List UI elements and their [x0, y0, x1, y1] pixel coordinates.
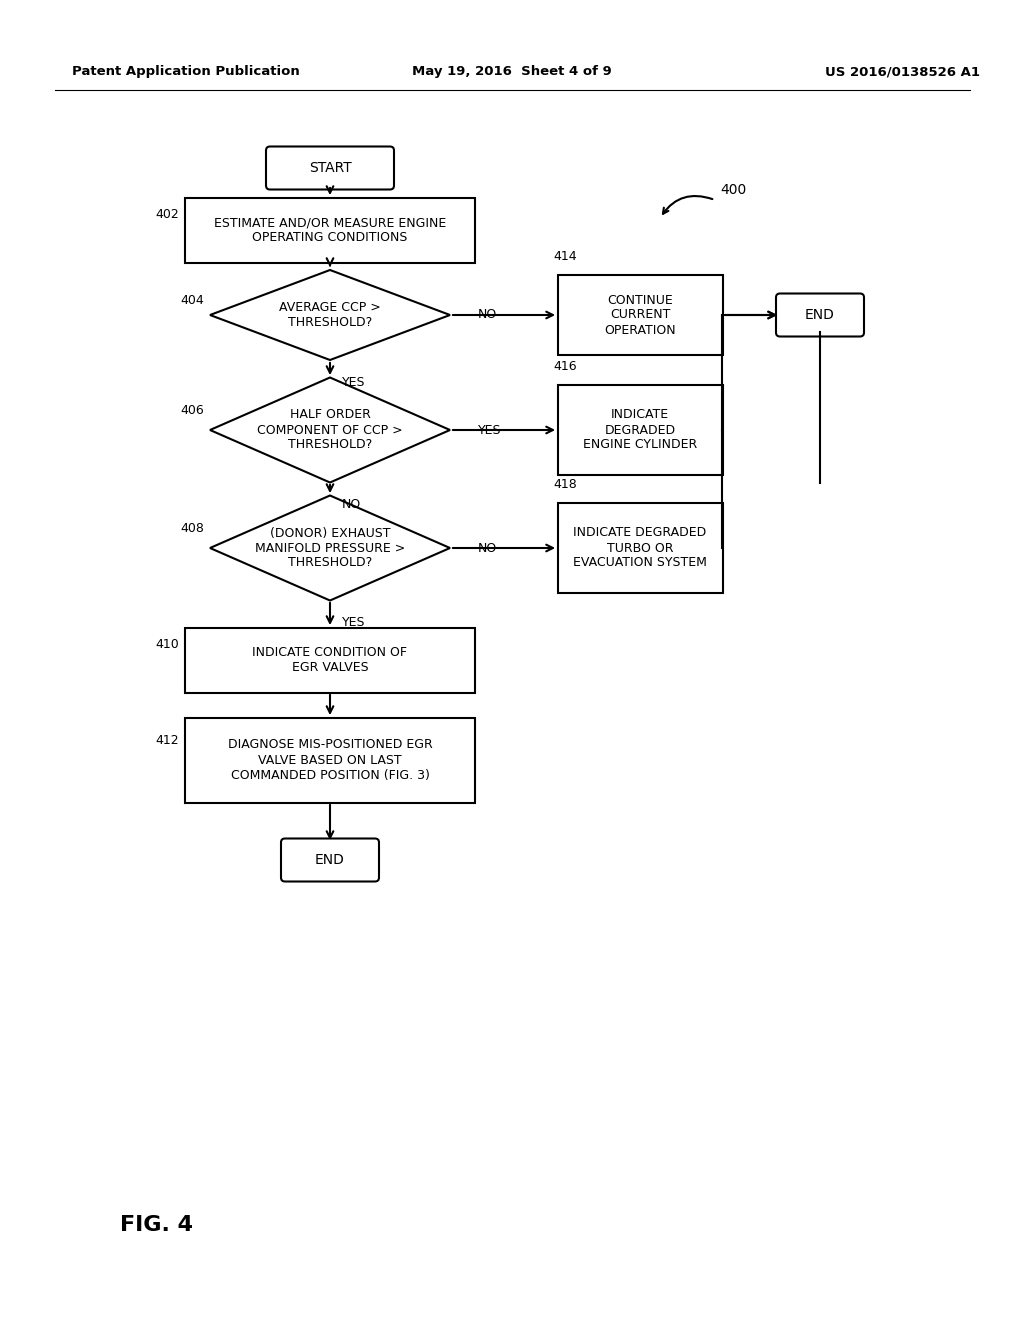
- FancyBboxPatch shape: [266, 147, 394, 190]
- Text: INDICATE CONDITION OF
EGR VALVES: INDICATE CONDITION OF EGR VALVES: [253, 645, 408, 675]
- Text: 404: 404: [180, 293, 204, 306]
- Text: YES: YES: [342, 615, 366, 628]
- Text: 410: 410: [155, 639, 179, 652]
- Text: (DONOR) EXHAUST
MANIFOLD PRESSURE >
THRESHOLD?: (DONOR) EXHAUST MANIFOLD PRESSURE > THRE…: [255, 527, 406, 569]
- FancyBboxPatch shape: [281, 838, 379, 882]
- Bar: [557, 385, 723, 475]
- Text: YES: YES: [478, 424, 502, 437]
- Bar: [557, 275, 723, 355]
- Text: HALF ORDER
COMPONENT OF CCP >
THRESHOLD?: HALF ORDER COMPONENT OF CCP > THRESHOLD?: [257, 408, 402, 451]
- Text: NO: NO: [478, 541, 498, 554]
- Bar: [185, 627, 475, 693]
- Bar: [185, 718, 475, 803]
- Text: END: END: [315, 853, 345, 867]
- Text: 402: 402: [155, 209, 179, 222]
- Text: Patent Application Publication: Patent Application Publication: [72, 66, 300, 78]
- Text: May 19, 2016  Sheet 4 of 9: May 19, 2016 Sheet 4 of 9: [412, 66, 612, 78]
- Bar: [557, 503, 723, 593]
- Text: US 2016/0138526 A1: US 2016/0138526 A1: [825, 66, 980, 78]
- Text: INDICATE
DEGRADED
ENGINE CYLINDER: INDICATE DEGRADED ENGINE CYLINDER: [583, 408, 697, 451]
- Text: INDICATE DEGRADED
TURBO OR
EVACUATION SYSTEM: INDICATE DEGRADED TURBO OR EVACUATION SY…: [573, 527, 707, 569]
- Text: 412: 412: [155, 734, 178, 747]
- Text: NO: NO: [342, 498, 361, 511]
- Text: START: START: [308, 161, 351, 176]
- Text: AVERAGE CCP >
THRESHOLD?: AVERAGE CCP > THRESHOLD?: [280, 301, 381, 329]
- Text: YES: YES: [342, 375, 366, 388]
- Polygon shape: [210, 271, 450, 360]
- Bar: [185, 198, 475, 263]
- Text: 406: 406: [180, 404, 204, 417]
- Polygon shape: [210, 495, 450, 601]
- FancyBboxPatch shape: [776, 293, 864, 337]
- Polygon shape: [210, 378, 450, 483]
- Text: NO: NO: [478, 309, 498, 322]
- Text: END: END: [805, 308, 835, 322]
- Text: ESTIMATE AND/OR MEASURE ENGINE
OPERATING CONDITIONS: ESTIMATE AND/OR MEASURE ENGINE OPERATING…: [214, 216, 446, 244]
- Text: FIG. 4: FIG. 4: [120, 1214, 193, 1236]
- Text: 408: 408: [180, 521, 204, 535]
- Text: CONTINUE
CURRENT
OPERATION: CONTINUE CURRENT OPERATION: [604, 293, 676, 337]
- Text: DIAGNOSE MIS-POSITIONED EGR
VALVE BASED ON LAST
COMMANDED POSITION (FIG. 3): DIAGNOSE MIS-POSITIONED EGR VALVE BASED …: [227, 738, 432, 781]
- Text: 414: 414: [553, 251, 577, 264]
- Text: 416: 416: [553, 360, 577, 374]
- Text: 418: 418: [553, 479, 577, 491]
- Text: 400: 400: [720, 183, 746, 197]
